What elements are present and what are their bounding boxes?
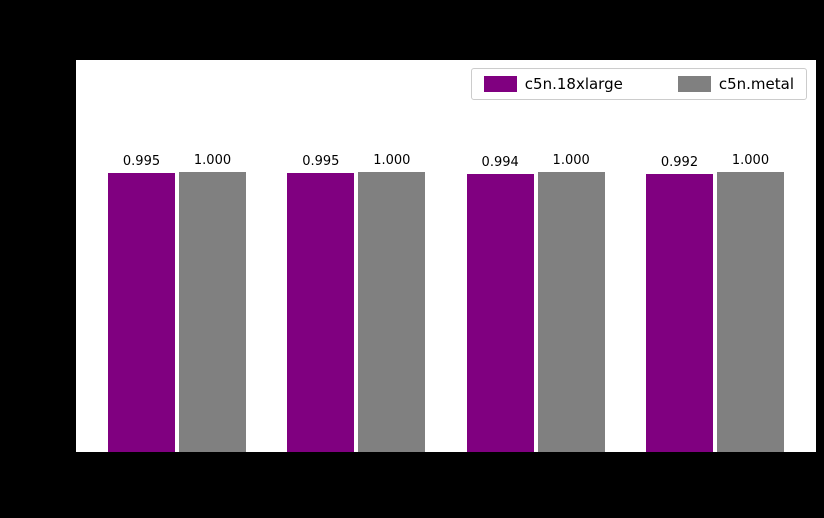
bar (179, 172, 246, 452)
legend-label: c5n.18xlarge (524, 75, 623, 93)
bar-group: 0.994 1.000 (466, 60, 605, 452)
legend-swatch (483, 76, 517, 92)
bar-value-label: 1.000 (731, 153, 770, 168)
bar-value-label: 0.994 (481, 155, 519, 170)
bar-wrap: 1.000 (358, 60, 426, 452)
bar-value-label: 0.995 (302, 154, 340, 169)
legend-item: c5n.18xlarge (483, 75, 623, 93)
bar-value-label: 0.992 (660, 155, 699, 170)
bar (716, 172, 784, 452)
bar-wrap: 0.995 (287, 60, 355, 452)
legend-label: c5n.metal (718, 75, 794, 93)
bar-wrap: 1.000 (179, 60, 246, 452)
bar (645, 174, 713, 452)
plot-area: 0.995 1.000 0.995 1.000 0.994 1.000 0.992 1.000… (76, 60, 816, 452)
bar-groups-container: 0.995 1.000 0.995 1.000 0.994 1.000 0.992 1.000 (76, 60, 816, 452)
bar-wrap: 1.000 (716, 60, 784, 452)
bar (537, 172, 605, 452)
bar-wrap: 0.994 (466, 60, 534, 452)
bar-wrap: 1.000 (537, 60, 605, 452)
bar (358, 172, 426, 452)
bar-group: 0.992 1.000 (645, 60, 784, 452)
bar-wrap: 0.995 (108, 60, 175, 452)
bar-group: 0.995 1.000 (108, 60, 246, 452)
bar-value-label: 1.000 (193, 153, 232, 168)
bar (287, 173, 355, 452)
bar-value-label: 1.000 (373, 153, 411, 168)
legend-swatch (677, 76, 711, 92)
bar-wrap: 0.992 (645, 60, 713, 452)
legend: c5n.18xlarge c5n.metal (470, 68, 807, 100)
legend-item: c5n.metal (677, 75, 794, 93)
bar (108, 173, 175, 452)
bar-value-label: 1.000 (552, 153, 590, 168)
bar-value-label: 0.995 (122, 154, 161, 169)
bar-group: 0.995 1.000 (287, 60, 426, 452)
bar (466, 174, 534, 452)
